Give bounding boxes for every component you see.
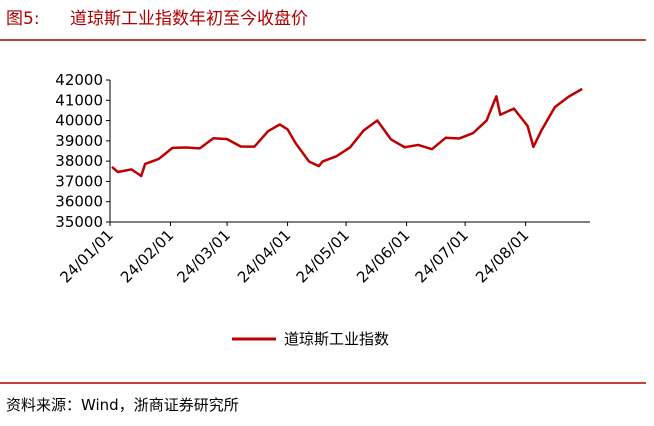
figure-label: 图5:	[6, 9, 40, 29]
y-tick-label: 38000	[55, 152, 103, 170]
y-tick-label: 40000	[55, 112, 103, 130]
x-tick-label: 24/08/01	[472, 226, 532, 286]
x-tick-label: 24/03/01	[174, 226, 234, 286]
y-tick-label: 39000	[55, 132, 103, 150]
source: 资料来源：Wind，浙商证券研究所	[6, 396, 239, 414]
x-tick-label: 24/05/01	[293, 226, 353, 286]
x-tick-label: 24/04/01	[234, 226, 294, 286]
y-tick-label: 36000	[55, 193, 103, 211]
legend-label: 道琼斯工业指数	[284, 330, 389, 348]
y-tick-label: 35000	[55, 213, 103, 231]
chart-title: 道琼斯工业指数年初至今收盘价	[70, 9, 308, 29]
x-tick-label: 24/07/01	[412, 226, 472, 286]
y-tick-label: 41000	[55, 91, 103, 109]
x-tick-label: 24/01/01	[56, 226, 116, 286]
x-tick-label: 24/02/01	[117, 226, 177, 286]
y-tick-label: 37000	[55, 172, 103, 190]
line-series	[111, 87, 583, 178]
y-tick-label: 42000	[55, 71, 103, 89]
x-tick-label: 24/06/01	[353, 226, 413, 286]
